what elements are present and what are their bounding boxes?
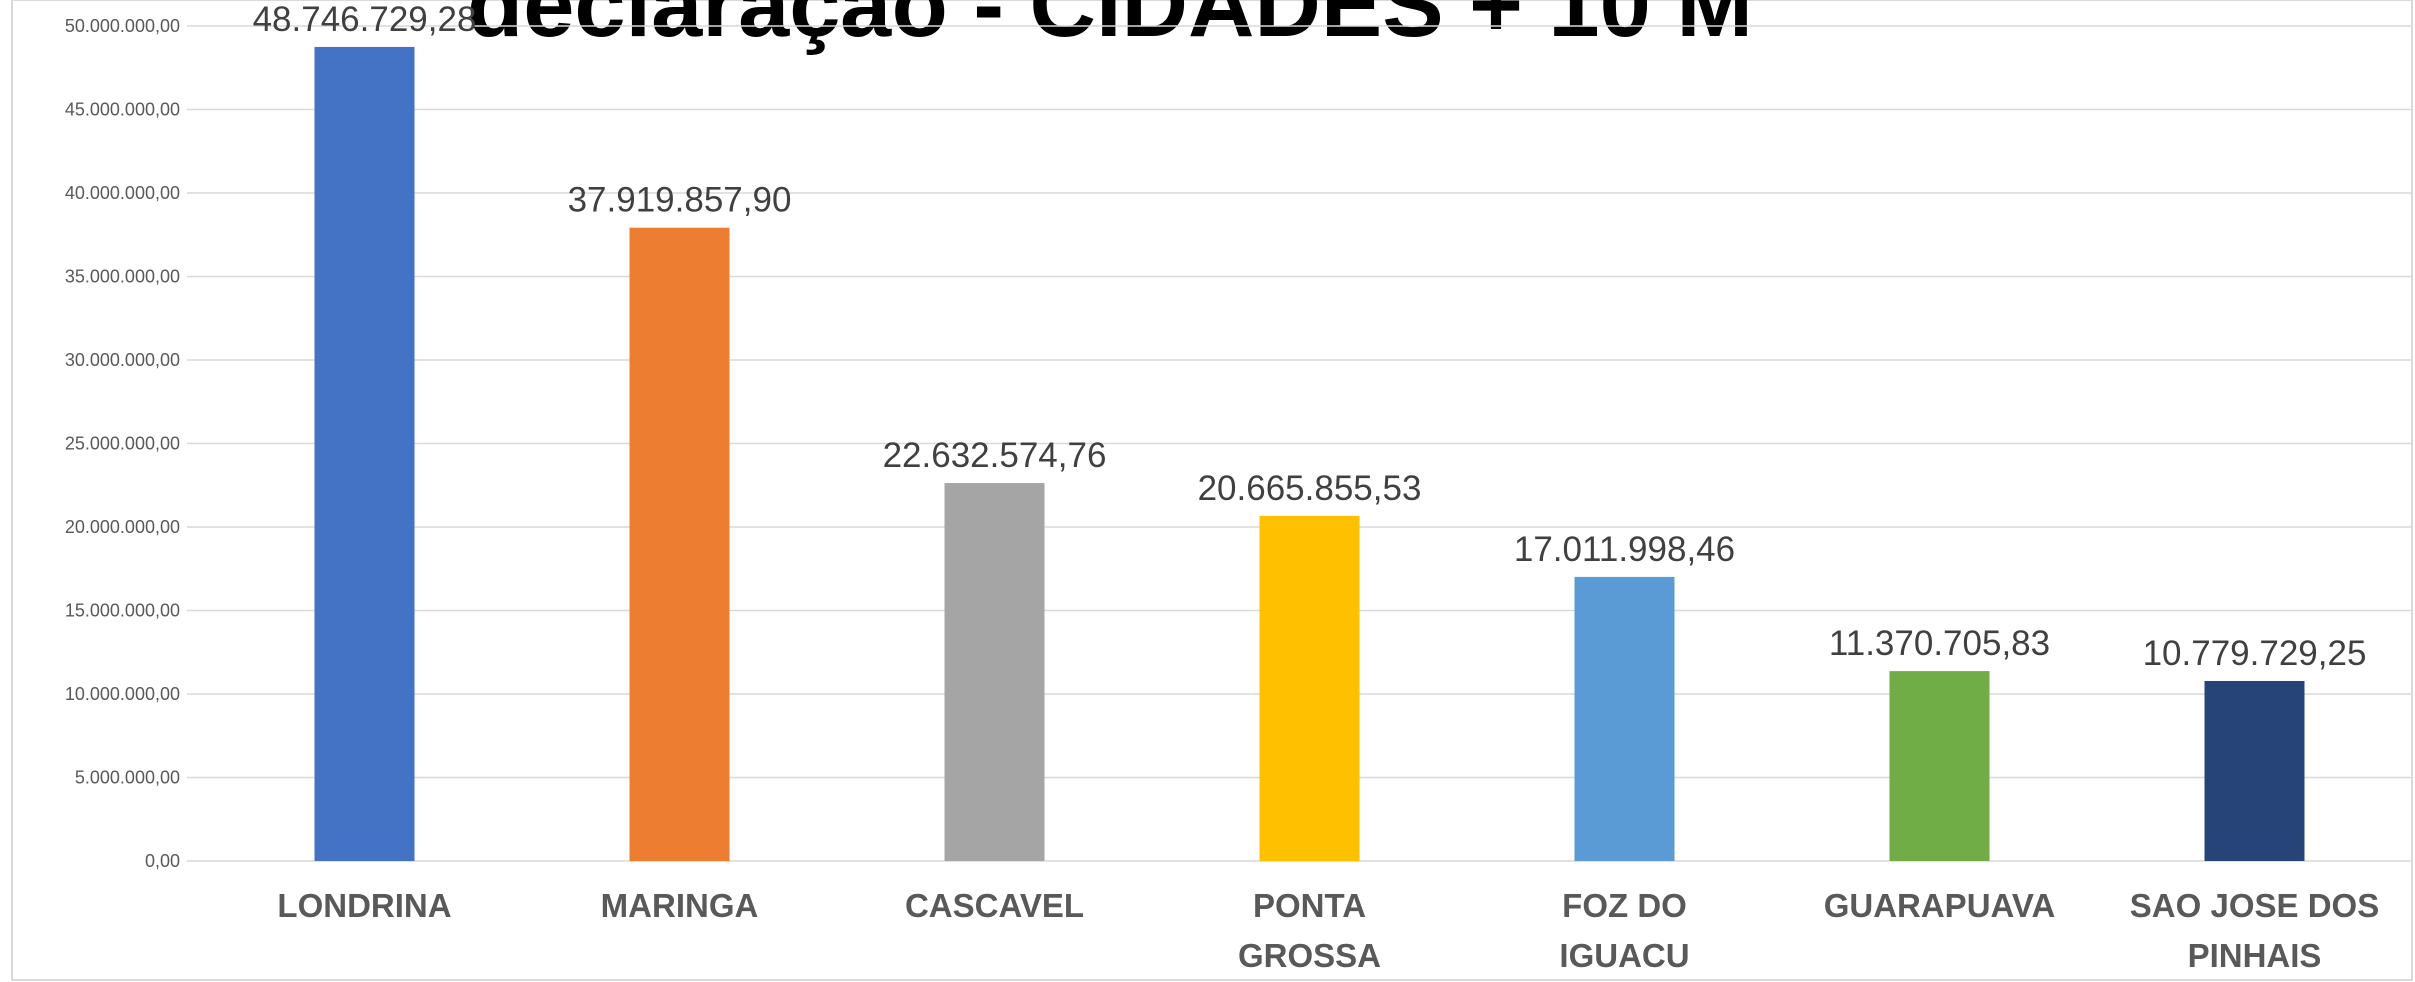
y-tick-label: 30.000.000,00 bbox=[65, 350, 180, 370]
y-tick-label: 25.000.000,00 bbox=[65, 434, 180, 454]
y-tick-label: 35.000.000,00 bbox=[65, 267, 180, 287]
bar bbox=[629, 227, 730, 861]
value-label: 10.779.729,25 bbox=[2143, 634, 2367, 673]
value-label: 17.011.998,46 bbox=[1514, 530, 1735, 569]
y-tick-label: 20.000.000,00 bbox=[65, 517, 180, 537]
x-tick-label: FOZ DO IGUACU bbox=[1559, 887, 1690, 974]
chart-title: declaração - CIDADES + 10 M bbox=[467, 0, 1753, 56]
value-label: 48.746.729,28 bbox=[253, 0, 477, 39]
x-tick-label: LONDRINA bbox=[277, 887, 452, 924]
x-tick-label: SAO JOSE DOS PINHAIS bbox=[2129, 887, 2380, 974]
bar bbox=[1259, 515, 1360, 861]
bar bbox=[1889, 671, 1990, 861]
chart-frame bbox=[11, 0, 2413, 981]
y-tick-label: 15.000.000,00 bbox=[65, 601, 180, 621]
x-tick-label: MARINGA bbox=[600, 887, 759, 924]
y-tick-label: 45.000.000,00 bbox=[65, 100, 180, 120]
bar bbox=[314, 46, 415, 861]
y-tick-label: 0,00 bbox=[145, 851, 180, 871]
y-tick-label: 50.000.000,00 bbox=[65, 16, 180, 36]
value-label: 22.632.574,76 bbox=[883, 436, 1107, 475]
value-label: 11.370.705,83 bbox=[1829, 624, 2050, 663]
bar bbox=[1574, 576, 1675, 861]
value-label: 37.919.857,90 bbox=[568, 181, 792, 220]
y-tick-label: 5.000.000,00 bbox=[75, 768, 180, 788]
y-tick-label: 40.000.000,00 bbox=[65, 183, 180, 203]
value-label: 20.665.855,53 bbox=[1198, 469, 1422, 508]
x-tick-label: PONTA GROSSA bbox=[1237, 887, 1382, 974]
y-tick-label: 10.000.000,00 bbox=[65, 684, 180, 704]
x-tick-label: GUARAPUAVA bbox=[1823, 887, 2056, 924]
x-tick-label: CASCAVEL bbox=[904, 887, 1085, 924]
bar bbox=[2204, 680, 2305, 861]
bar bbox=[944, 483, 1045, 861]
